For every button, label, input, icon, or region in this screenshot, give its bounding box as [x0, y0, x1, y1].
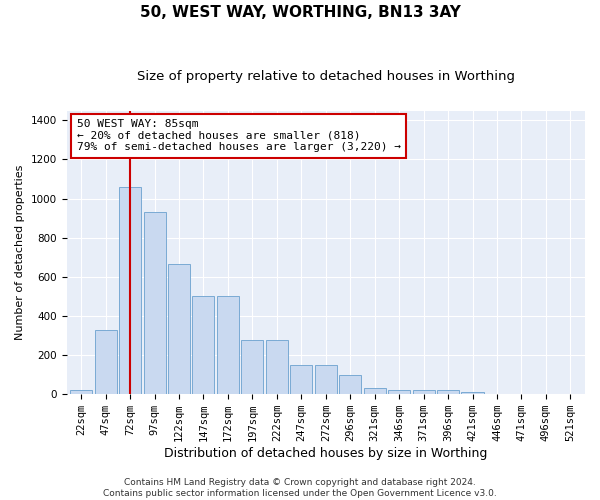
X-axis label: Distribution of detached houses by size in Worthing: Distribution of detached houses by size … — [164, 447, 487, 460]
Bar — [413, 390, 434, 394]
Bar — [70, 390, 92, 394]
Bar — [437, 390, 459, 394]
Bar — [193, 296, 214, 394]
Bar — [266, 340, 288, 394]
Bar — [364, 388, 386, 394]
Title: Size of property relative to detached houses in Worthing: Size of property relative to detached ho… — [137, 70, 515, 83]
Bar — [217, 296, 239, 394]
Bar — [315, 365, 337, 394]
Bar — [143, 212, 166, 394]
Bar — [168, 264, 190, 394]
Bar — [241, 340, 263, 394]
Bar — [388, 390, 410, 394]
Bar — [461, 392, 484, 394]
Text: Contains HM Land Registry data © Crown copyright and database right 2024.
Contai: Contains HM Land Registry data © Crown c… — [103, 478, 497, 498]
Y-axis label: Number of detached properties: Number of detached properties — [15, 164, 25, 340]
Bar — [290, 365, 313, 394]
Bar — [95, 330, 116, 394]
Bar — [339, 374, 361, 394]
Text: 50, WEST WAY, WORTHING, BN13 3AY: 50, WEST WAY, WORTHING, BN13 3AY — [140, 5, 460, 20]
Bar — [119, 187, 141, 394]
Text: 50 WEST WAY: 85sqm
← 20% of detached houses are smaller (818)
79% of semi-detach: 50 WEST WAY: 85sqm ← 20% of detached hou… — [77, 119, 401, 152]
